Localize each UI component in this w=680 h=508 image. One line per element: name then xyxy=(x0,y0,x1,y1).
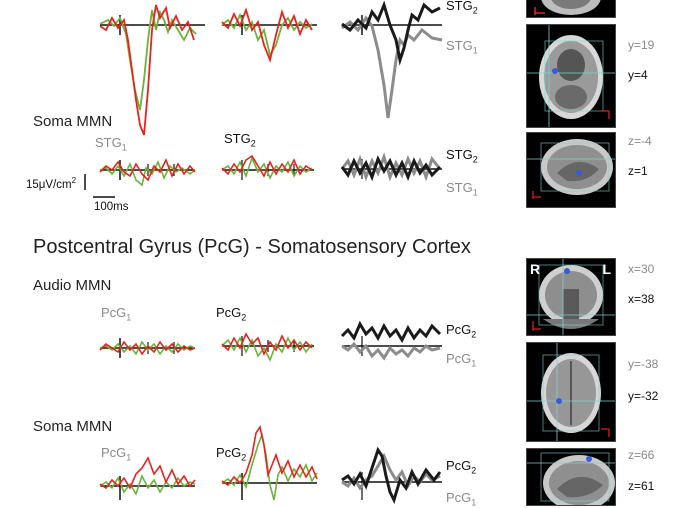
brain-sagittal-stg xyxy=(526,132,616,208)
brain-sagittal-pcg xyxy=(526,448,616,506)
stg-audio-overlay-trace xyxy=(341,0,443,119)
pcg-audio-overlay-trace xyxy=(340,320,442,361)
pcg2-audio-label: PcG2 xyxy=(216,305,247,323)
pcg1-soma-label: PcG1 xyxy=(101,445,132,463)
brain-axial-pcg xyxy=(526,342,616,442)
pcg-audio-mmn-label: Audio MMN xyxy=(33,277,112,294)
scale-time-label: 100ms xyxy=(94,201,129,213)
pcg-coord-black-2: y=-32 xyxy=(628,389,659,403)
brain-axial-stg xyxy=(526,24,616,128)
pcg-soma-overlay-top-label: PcG2 xyxy=(446,458,477,476)
pcg2-audio-trace xyxy=(221,332,314,362)
pcg-audio-overlay-bottom-label: PcG1 xyxy=(446,351,477,369)
scale-bar xyxy=(84,174,115,198)
pcg2-soma-trace xyxy=(221,424,318,501)
coord-gray-1: y=19 xyxy=(628,38,655,52)
pcg2-soma-label: PcG2 xyxy=(216,445,247,463)
coord-gray-2: z=-4 xyxy=(628,134,652,148)
stg-audio-overlay-bottom-label: STG1 xyxy=(446,38,478,56)
pcg1-audio-label: PcG1 xyxy=(101,305,132,323)
stg1-soma-trace xyxy=(99,158,196,187)
stg-soma-overlay-trace xyxy=(340,152,442,182)
pcg-soma-overlay-bottom-label: PcG1 xyxy=(446,490,477,508)
pcg1-audio-trace xyxy=(99,338,196,358)
stg-audio-overlay-top-label: STG2 xyxy=(446,0,478,16)
pcg-coord-gray-1: x=30 xyxy=(628,262,655,276)
pcg-audio-overlay-top-label: PcG2 xyxy=(446,322,477,340)
coord-black-1: y=4 xyxy=(628,68,648,82)
stg2-audio-trace xyxy=(221,7,317,63)
brain-image-top-partial xyxy=(526,0,616,18)
stg-overlay-top-label: STG2 xyxy=(446,147,478,165)
coord-black-2: z=1 xyxy=(628,164,648,178)
stg2-soma-label: STG2 xyxy=(224,131,256,149)
orientation-right-label: R xyxy=(530,261,541,277)
pcg-coord-gray-2: y=-38 xyxy=(628,357,659,371)
stg-soma-mmn-label: Soma MMN xyxy=(33,113,113,130)
stg-overlay-bottom-label: STG1 xyxy=(446,180,478,198)
orientation-left-label: L xyxy=(602,261,611,277)
pcg-section-title: Postcentral Gyrus (PcG) - Somatosensory … xyxy=(33,236,471,258)
stg1-soma-label: STG1 xyxy=(95,135,127,153)
pcg-coord-black-3: z=61 xyxy=(628,479,655,493)
pcg1-soma-trace xyxy=(99,456,196,500)
brain-coronal-pcg: R L xyxy=(526,258,616,336)
scale-amplitude-label: 15μV/cm2 xyxy=(26,176,77,191)
stg1-audio-trace xyxy=(99,4,205,136)
stg2-soma-trace xyxy=(221,154,314,180)
pcg-coord-black-1: x=38 xyxy=(628,292,655,306)
pcg-soma-overlay-trace xyxy=(341,446,442,505)
pcg-coord-gray-3: z=66 xyxy=(628,448,655,462)
pcg-soma-mmn-label: Soma MMN xyxy=(33,418,113,435)
